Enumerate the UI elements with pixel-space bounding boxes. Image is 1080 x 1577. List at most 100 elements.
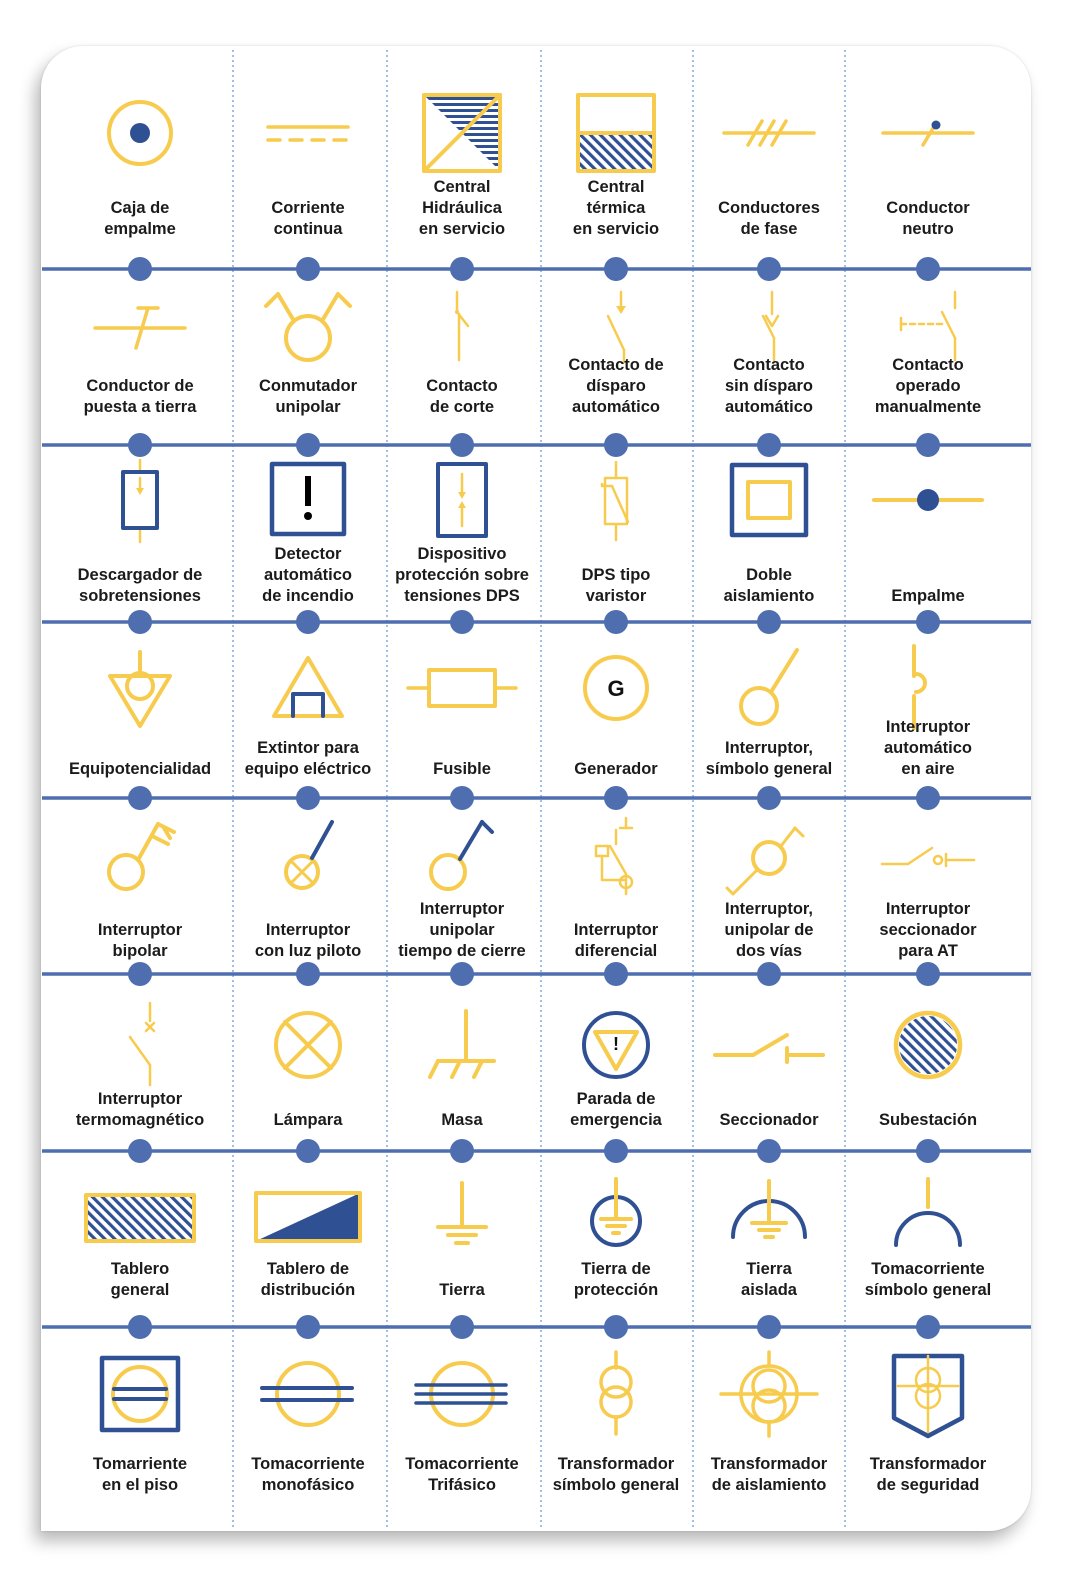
label-line: Empalme bbox=[891, 587, 965, 605]
equipotencialidad-icon bbox=[108, 650, 172, 728]
contacto-disparo-label: Contacto de dísparo automático bbox=[541, 355, 691, 418]
label-line: Interruptor bbox=[97, 1090, 183, 1108]
row-dot bbox=[604, 1139, 628, 1163]
label-line: Lámpara bbox=[273, 1111, 343, 1129]
tomacorriente-monofasico-icon bbox=[260, 1361, 354, 1427]
generador-label: Generador bbox=[541, 759, 691, 780]
label-line: Central bbox=[433, 178, 491, 196]
label-line: Tomarriente bbox=[92, 1455, 188, 1473]
label-line: Tomacorriente bbox=[251, 1455, 365, 1473]
label-line: Masa bbox=[441, 1111, 483, 1129]
conductor-neutro-icon bbox=[881, 120, 975, 147]
label-line: de aislamiento bbox=[711, 1476, 827, 1494]
label-line: equipo eléctrico bbox=[244, 760, 372, 778]
masa-icon bbox=[428, 1009, 496, 1079]
label-line: en servicio bbox=[418, 220, 506, 238]
label-line: Interruptor, bbox=[724, 900, 813, 918]
label-line: Interruptor bbox=[885, 718, 971, 736]
label-line: automático bbox=[724, 398, 813, 416]
row-dot bbox=[128, 257, 152, 281]
label-line: Tomacorriente bbox=[871, 1260, 985, 1278]
interruptor-luz-piloto-icon bbox=[284, 820, 334, 890]
tierra-aislada-label: Tierra aislada bbox=[694, 1259, 844, 1301]
caja-empalme-label: Caja de empalme bbox=[65, 198, 215, 240]
central-hidraulica-label: Central Hidráulica en servicio bbox=[387, 177, 537, 240]
row-dot bbox=[450, 610, 474, 634]
contacto-sin-disparo-label: Contacto sin dísparo automático bbox=[694, 355, 844, 418]
row-dot bbox=[128, 610, 152, 634]
label-line: protección bbox=[573, 1281, 659, 1299]
label-line: símbolo general bbox=[705, 760, 833, 778]
label-line: símbolo general bbox=[552, 1476, 680, 1494]
label-line: Corriente bbox=[271, 199, 345, 217]
row-dot bbox=[757, 1139, 781, 1163]
row-dot bbox=[296, 257, 320, 281]
parada-emergencia-label: Parada de emergencia bbox=[541, 1089, 691, 1131]
interruptor-bipolar-label: Interruptor bipolar bbox=[65, 920, 215, 962]
row-dot bbox=[604, 433, 628, 457]
label-line: aislamiento bbox=[723, 587, 815, 605]
label-line: Conductor de bbox=[86, 377, 194, 395]
label-line: Hidráulica bbox=[422, 199, 502, 217]
interruptor-luz-piloto-label: Interruptor con luz piloto bbox=[233, 920, 383, 962]
interruptor-general-icon bbox=[739, 648, 799, 726]
interruptor-termomagnetico-icon bbox=[128, 1001, 156, 1087]
lampara-label: Lámpara bbox=[233, 1110, 383, 1131]
row-dot bbox=[604, 257, 628, 281]
label-line: DPS tipo bbox=[581, 566, 651, 584]
extintor-icon bbox=[272, 656, 344, 718]
tierra-proteccion-label: Tierra de protección bbox=[541, 1259, 691, 1301]
label-line: Interruptor bbox=[885, 900, 971, 918]
label-line: monofásico bbox=[261, 1476, 355, 1494]
label-line: Detector bbox=[274, 545, 342, 563]
label-line: de corte bbox=[429, 398, 495, 416]
label-line: seccionador bbox=[879, 921, 977, 939]
label-line: protección sobre bbox=[395, 566, 529, 584]
conductor-tierra-label: Conductor de puesta a tierra bbox=[65, 376, 215, 418]
row-dot bbox=[450, 257, 474, 281]
label-line: Tierra bbox=[746, 1260, 792, 1278]
extintor-label: Extintor para equipo eléctrico bbox=[233, 738, 383, 780]
interruptor-aire-icon bbox=[912, 644, 927, 730]
label-line: símbolo general bbox=[864, 1281, 992, 1299]
row-dot bbox=[757, 786, 781, 810]
label-line: Central bbox=[587, 178, 645, 196]
contacto-sin-disparo-icon bbox=[761, 290, 780, 362]
label-line: Interruptor bbox=[97, 921, 183, 939]
interruptor-diferencial-label: Interruptor diferencial bbox=[541, 920, 691, 962]
label-line: Conductores bbox=[718, 199, 820, 217]
label-line: Conmutador bbox=[258, 377, 358, 395]
label-line: Dispositivo bbox=[417, 545, 507, 563]
symbol-card bbox=[41, 46, 1031, 1531]
tierra-icon bbox=[436, 1181, 488, 1245]
row-dot bbox=[604, 786, 628, 810]
tablero-general-icon bbox=[84, 1193, 196, 1243]
tablero-distribucion-icon bbox=[254, 1191, 362, 1243]
row-dot bbox=[450, 786, 474, 810]
label-line: en el piso bbox=[101, 1476, 179, 1494]
conductor-neutro-label: Conductor neutro bbox=[853, 198, 1003, 240]
label-line: puesta a tierra bbox=[83, 398, 197, 416]
descargador-label: Descargador de sobretensiones bbox=[65, 565, 215, 607]
transformador-aislamiento-icon bbox=[719, 1350, 819, 1438]
label-line: unipolar bbox=[275, 398, 341, 416]
contacto-disparo-icon bbox=[606, 290, 626, 364]
tomacorriente-trifasico-label: Tomacorriente Trifásico bbox=[387, 1454, 537, 1496]
label-line: Conductor bbox=[886, 199, 970, 217]
equipotencialidad-label: Equipotencialidad bbox=[65, 759, 215, 780]
label-line: Transformador bbox=[869, 1455, 987, 1473]
seccionador-label: Seccionador bbox=[694, 1110, 844, 1131]
label-line: Tierra de bbox=[581, 1260, 651, 1278]
conmutador-unipolar-icon bbox=[264, 292, 352, 362]
label-line: Tierra bbox=[439, 1281, 485, 1299]
label-line: Interruptor bbox=[265, 921, 351, 939]
interruptor-bipolar-icon bbox=[107, 822, 176, 891]
label-line: en servicio bbox=[572, 220, 660, 238]
label-line: dos vías bbox=[735, 942, 803, 960]
label-line: Descargador de bbox=[77, 566, 203, 584]
label-line: Transformador bbox=[710, 1455, 828, 1473]
label-line: manualmente bbox=[874, 398, 982, 416]
seccionador-icon bbox=[713, 1033, 825, 1064]
empalme-icon bbox=[872, 489, 984, 511]
interruptor-tiempo-icon bbox=[429, 820, 494, 891]
